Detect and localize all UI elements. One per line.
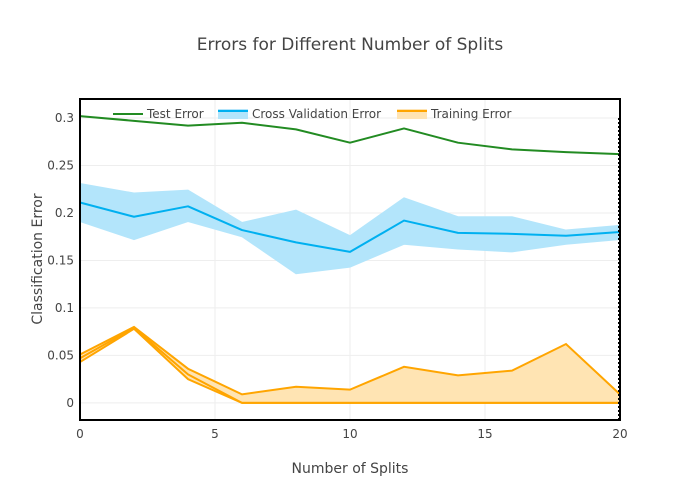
plot-frame <box>79 98 621 421</box>
y-tick-label: 0.15 <box>47 253 74 267</box>
x-tick-label: 10 <box>342 427 357 441</box>
y-axis-label: Classification Error <box>30 193 46 324</box>
y-tick-label: 0.2 <box>55 206 74 220</box>
legend-label-cross-validation-error: Cross Validation Error <box>252 107 381 121</box>
chart-title: Errors for Different Number of Splits <box>197 35 504 55</box>
x-tick-label: 15 <box>477 427 492 441</box>
x-axis-label: Number of Splits <box>292 461 409 477</box>
legend: Test Error Cross Validation Error Training… <box>113 107 511 121</box>
training-error-band <box>80 326 620 403</box>
cross-validation-error-line <box>79 201 621 253</box>
legend-label-test-error: Test Error <box>146 107 204 121</box>
x-tick-labels: 0 5 10 15 20 <box>76 427 627 441</box>
y-tick-label: 0 <box>66 396 74 410</box>
legend-swatch-band-cross-validation-error <box>218 109 248 119</box>
y-tick-label: 0.1 <box>55 301 74 315</box>
cross-validation-error-upper-edge <box>79 183 621 237</box>
y-tick-label: 0.05 <box>47 348 74 362</box>
error-bands <box>79 183 621 403</box>
y-tick-label: 0.3 <box>55 111 74 125</box>
training-error-upper-line <box>79 325 621 396</box>
y-tick-labels: 0 0.05 0.1 0.15 0.2 0.25 0.3 <box>47 111 74 410</box>
x-tick-label: 5 <box>211 427 219 441</box>
y-tick-label: 0.25 <box>47 158 74 172</box>
series-lines <box>79 115 621 404</box>
x-tick-label: 20 <box>612 427 627 441</box>
legend-label-training-error: Training Error <box>430 107 511 121</box>
legend-swatch-band-training-error <box>397 109 427 119</box>
cross-validation-error-band <box>80 183 620 274</box>
training-error-line <box>79 326 620 404</box>
x-tick-label: 0 <box>76 427 84 441</box>
cross-validation-error-lower-edge <box>79 220 621 275</box>
test-error-line <box>79 115 621 156</box>
